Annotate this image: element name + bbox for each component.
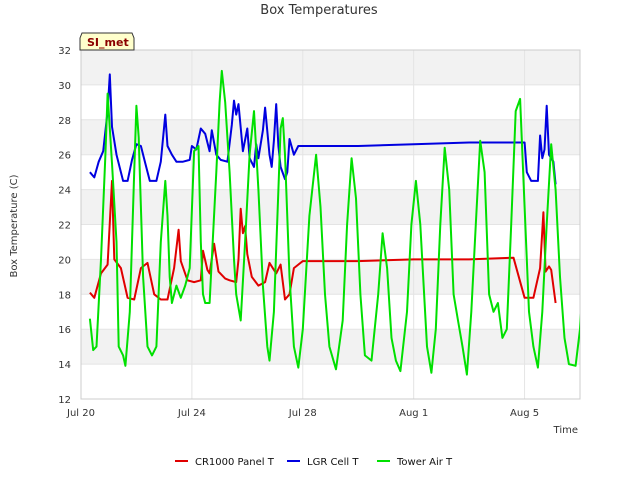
y-tick-label: 22 — [58, 221, 71, 232]
y-tick-label: 18 — [58, 290, 71, 301]
x-tick-label: Jul 28 — [288, 408, 317, 419]
y-axis-ticks: 12 14 16 18 20 22 24 26 28 30 32 — [58, 46, 71, 406]
site-badge: SI_met — [79, 32, 135, 51]
y-axis-label: Box Temperature (C) — [9, 174, 20, 277]
x-tick-label: Aug 5 — [510, 408, 539, 419]
series-lines — [88, 69, 580, 376]
legend-label-tower-air-t: Tower Air T — [396, 457, 453, 468]
site-badge-box — [79, 32, 135, 51]
y-tick-label: 30 — [58, 81, 71, 92]
grid-band — [81, 329, 580, 365]
y-tick-label: 32 — [58, 46, 71, 57]
y-tick-label: 14 — [58, 360, 71, 371]
grid-band — [81, 259, 580, 295]
x-tick-label: Aug 1 — [399, 408, 428, 419]
legend-label-cr1000-panel-t: CR1000 Panel T — [195, 457, 275, 468]
grid-band — [81, 119, 580, 155]
x-axis-label: Time — [553, 425, 578, 436]
grid-band — [81, 189, 580, 225]
chart-title: Box Temperatures — [260, 3, 378, 18]
x-axis-ticks: Jul 20 Jul 24 Jul 28 Aug 1 Aug 5 — [66, 408, 539, 419]
grid-bands — [81, 50, 580, 365]
x-tick-label: Jul 24 — [177, 408, 206, 419]
legend: CR1000 Panel T LGR Cell T Tower Air T — [175, 457, 453, 468]
grid-band — [81, 50, 580, 85]
x-tick-label: Jul 20 — [66, 408, 95, 419]
y-tick-label: 16 — [58, 325, 71, 336]
legend-label-lgr-cell-t: LGR Cell T — [307, 457, 359, 468]
y-tick-label: 24 — [58, 186, 71, 197]
y-tick-label: 20 — [58, 255, 71, 266]
y-tick-label: 12 — [58, 395, 71, 406]
series-line-tower-air-t — [88, 69, 580, 376]
site-badge-label: SI_met — [87, 36, 129, 49]
y-tick-label: 28 — [58, 116, 71, 127]
plot-frame — [80, 49, 581, 400]
y-tick-label: 26 — [58, 151, 71, 162]
